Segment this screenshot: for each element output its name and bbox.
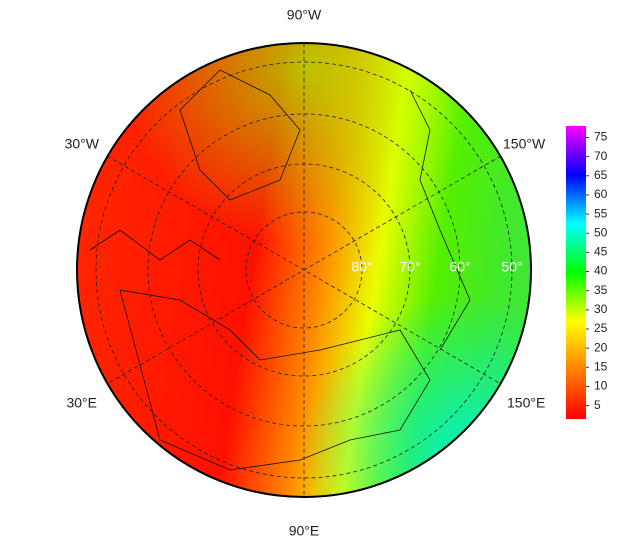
colorbar-tick-label: 65 (594, 168, 608, 182)
colorbar-tick-label: 35 (594, 283, 608, 297)
colorbar-tick-label: 20 (594, 340, 608, 354)
meridian-label: 90°E (289, 523, 320, 539)
colorbar-tick-label: 50 (594, 225, 608, 239)
colorbar-tick-label: 25 (594, 321, 608, 335)
latitude-label: 50° (501, 259, 522, 275)
latitude-label: 80° (351, 259, 372, 275)
colorbar-tick-label: 15 (594, 359, 608, 373)
colorbar-tick-label: 5 (594, 398, 601, 412)
colorbar-tick-label: 30 (594, 302, 608, 316)
map-border (76, 42, 532, 498)
colorbar-tick-label: 45 (594, 245, 608, 259)
colorbar: 5 10 15 20 25 30 35 40 45 50 55 60 65 70 75 (566, 126, 608, 419)
graticule (95, 43, 513, 497)
latitude-label: 60° (449, 259, 470, 275)
colorbar-tick-label: 10 (594, 379, 608, 393)
meridian-label: 150°W (503, 136, 546, 152)
colorbar-tick-label: 40 (594, 264, 608, 278)
colorbar-tick-label: 55 (594, 206, 608, 220)
colorbar-tick-label: 70 (594, 149, 608, 163)
colorbar-tick-label: 75 (594, 130, 608, 144)
meridian-label: 30°W (65, 136, 100, 152)
colorbar-tick-label: 60 (594, 187, 608, 201)
meridian-label: 90°W (287, 7, 322, 23)
latitude-label: 70° (399, 259, 420, 275)
coastline (89, 69, 471, 471)
meridian-label: 150°E (507, 395, 545, 411)
meridian-label: 30°E (66, 395, 97, 411)
colorbar-fill (566, 126, 586, 419)
